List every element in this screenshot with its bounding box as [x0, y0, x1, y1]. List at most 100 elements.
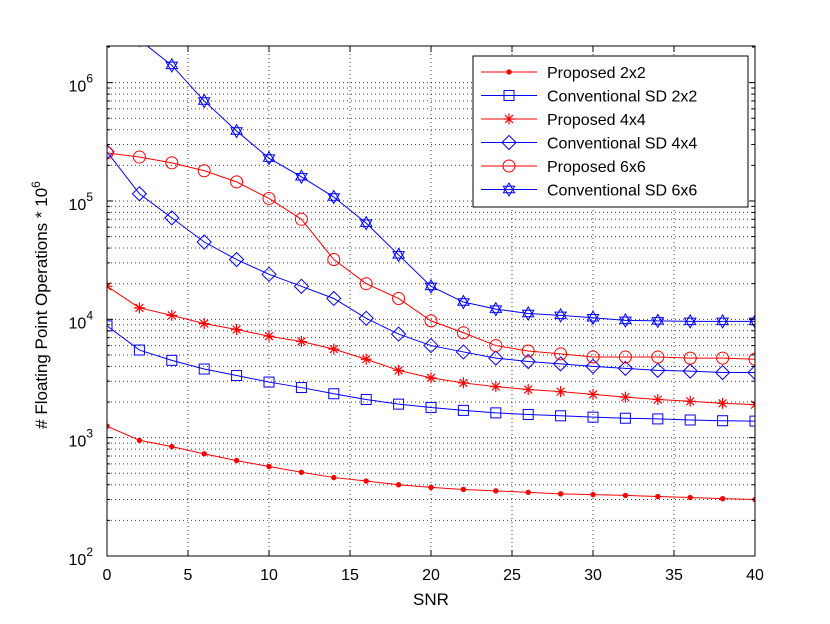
- data-point: [587, 411, 599, 423]
- data-point: [359, 277, 373, 291]
- data-point: [684, 414, 696, 426]
- data-point-triangle-down: [165, 61, 179, 73]
- y-tick-label: 103: [69, 427, 94, 451]
- data-point: [502, 181, 516, 198]
- data-point: [590, 491, 596, 498]
- data-point: [423, 337, 439, 354]
- x-axis-label: SNR: [413, 590, 449, 609]
- data-point-triangle-up: [101, 12, 112, 22]
- x-tick-label: 40: [746, 567, 764, 584]
- legend-label: Proposed 4x4: [547, 112, 646, 129]
- data-point: [133, 302, 145, 314]
- data-point: [501, 134, 517, 151]
- series-line: [146, 46, 755, 322]
- data-point: [488, 350, 504, 366]
- data-point: [166, 354, 178, 366]
- data-point-triangle-up: [586, 310, 600, 322]
- data-point: [390, 326, 407, 342]
- data-point: [586, 310, 600, 326]
- y-tick-label-base: 10: [69, 315, 87, 332]
- data-point: [683, 313, 697, 329]
- legend-item: Conventional SD 2x2: [481, 89, 697, 106]
- data-point: [460, 486, 467, 493]
- data-point: [428, 484, 434, 491]
- data-point: [455, 344, 472, 360]
- x-tick-label: 20: [422, 567, 440, 584]
- data-point: [457, 377, 469, 389]
- data-point: [717, 415, 729, 427]
- data-point: [557, 491, 564, 497]
- data-point: [392, 247, 406, 263]
- data-point: [107, 320, 113, 332]
- data-point: [164, 210, 180, 226]
- y-tick-label-base: 10: [69, 552, 87, 569]
- x-tick-label: 5: [184, 567, 193, 584]
- data-point-triangle-up: [424, 278, 438, 291]
- data-point-triangle-up: [294, 169, 308, 181]
- data-point: [619, 391, 631, 403]
- y-tick-label-base: 10: [69, 434, 87, 451]
- data-point: [554, 347, 568, 361]
- data-point: [424, 278, 438, 294]
- y-tick-label-exponent: 5: [86, 190, 93, 204]
- x-tick-label: 25: [503, 567, 521, 584]
- data-point: [169, 443, 175, 450]
- x-tick-label: 15: [341, 567, 359, 584]
- data-point: [555, 386, 567, 398]
- data-point: [522, 408, 534, 420]
- data-point: [652, 413, 664, 425]
- data-point: [393, 398, 405, 410]
- data-point-triangle-down: [716, 317, 730, 329]
- data-point-triangle-down: [424, 282, 438, 294]
- data-point: [328, 343, 340, 355]
- data-point: [617, 360, 634, 377]
- series-line: [107, 325, 755, 422]
- data-point: [651, 313, 665, 329]
- legend-label: Proposed 2x2: [547, 65, 646, 82]
- data-point: [197, 164, 211, 178]
- series-line: [107, 152, 755, 360]
- legend-box: [472, 55, 749, 208]
- data-point: [618, 350, 632, 364]
- data-point-triangle-down: [197, 97, 211, 109]
- data-point: [489, 339, 503, 353]
- data-point: [652, 394, 664, 406]
- data-point: [425, 372, 437, 384]
- data-point-triangle-down: [138, 46, 141, 48]
- data-point: [165, 57, 179, 73]
- data-point-triangle-down: [489, 305, 503, 317]
- data-point: [586, 350, 600, 364]
- data-point: [136, 437, 143, 443]
- data-point: [230, 123, 244, 139]
- legend-label: Conventional SD 2x2: [547, 89, 697, 106]
- data-point-triangle-up: [456, 294, 470, 306]
- data-point: [425, 401, 437, 413]
- data-point-triangle-up: [651, 313, 665, 325]
- data-point-triangle-down: [748, 317, 755, 329]
- data-point-triangle-down: [618, 316, 632, 328]
- data-point-triangle-down: [586, 314, 600, 326]
- data-point-triangle-down: [683, 317, 697, 329]
- data-point: [331, 474, 337, 481]
- data-point: [716, 313, 730, 329]
- data-point-triangle-up: [359, 215, 373, 227]
- data-point: [360, 353, 372, 365]
- data-point: [198, 363, 210, 375]
- data-point-triangle-down: [392, 251, 406, 263]
- data-point-triangle-down: [230, 127, 244, 139]
- data-point-triangle-down: [327, 193, 341, 205]
- data-point: [651, 350, 665, 364]
- series-proposed-6x6: [107, 146, 755, 366]
- data-point-triangle-up: [262, 150, 276, 162]
- x-tick-label: 10: [260, 567, 278, 584]
- data-point: [230, 175, 244, 189]
- data-point: [716, 351, 730, 365]
- data-point-triangle-up: [489, 301, 503, 313]
- series-line: [107, 151, 755, 374]
- data-point: [619, 412, 631, 424]
- data-point: [327, 189, 341, 205]
- series-group: [101, 12, 755, 503]
- legend-item: Conventional SD 6x6: [481, 181, 697, 200]
